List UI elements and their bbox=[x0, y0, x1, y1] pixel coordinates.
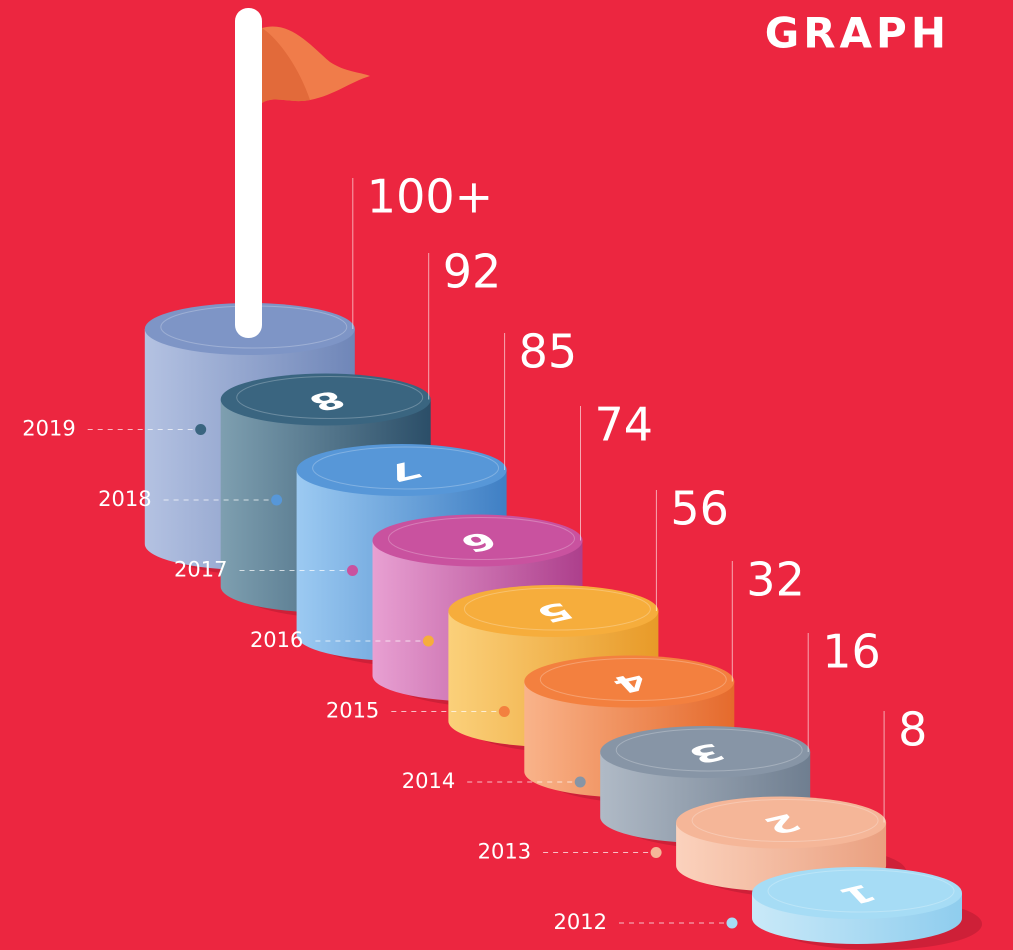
page: GRAPH 87654321 8201216201332201456201574… bbox=[0, 0, 1013, 950]
value-label: 16 bbox=[822, 625, 881, 679]
year-dot bbox=[651, 847, 662, 858]
title: GRAPH bbox=[765, 9, 950, 58]
year-dot bbox=[575, 777, 586, 788]
value-label: 100+ bbox=[367, 170, 493, 224]
flag-pole bbox=[235, 8, 262, 338]
year-dot bbox=[727, 918, 738, 929]
year-label: 2019 bbox=[22, 417, 75, 441]
value-label: 74 bbox=[595, 398, 654, 452]
year-label: 2017 bbox=[174, 558, 227, 582]
year-label: 2016 bbox=[250, 628, 303, 652]
value-label: 32 bbox=[746, 553, 805, 607]
year-dot bbox=[195, 424, 206, 435]
year-label: 2013 bbox=[478, 840, 531, 864]
year-dot bbox=[347, 565, 358, 576]
year-label: 2018 bbox=[98, 487, 151, 511]
year-label: 2012 bbox=[554, 910, 607, 934]
year-label: 2014 bbox=[402, 769, 455, 793]
year-label: 2015 bbox=[326, 699, 379, 723]
infographic: GRAPH 87654321 8201216201332201456201574… bbox=[0, 0, 1013, 950]
value-label: 85 bbox=[519, 325, 578, 379]
value-label: 92 bbox=[443, 245, 502, 299]
value-label: 8 bbox=[898, 703, 927, 757]
value-label: 56 bbox=[670, 482, 729, 536]
year-dot bbox=[499, 706, 510, 717]
year-dot bbox=[271, 495, 282, 506]
year-dot bbox=[423, 636, 434, 647]
